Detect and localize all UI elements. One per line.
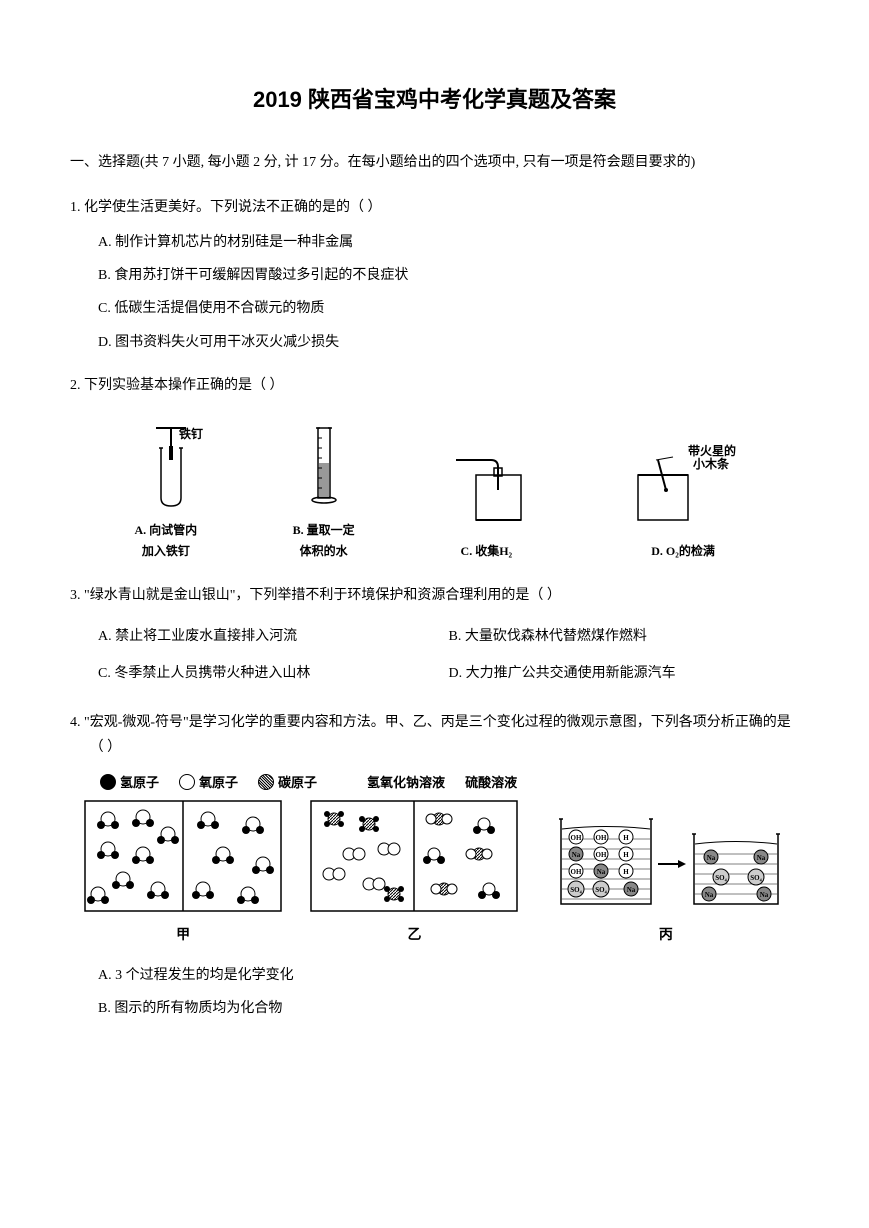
q1-option-a: A. 制作计算机芯片的材别硅是一种非金属 <box>98 230 799 255</box>
svg-text:Na: Na <box>705 891 714 899</box>
svg-text:H: H <box>623 851 629 859</box>
svg-text:OH: OH <box>570 834 581 842</box>
svg-text:Na: Na <box>757 854 766 862</box>
legend-o: 氧原子 <box>179 771 238 794</box>
question-2-stem: 下列实验基本操作正确的是（ ） <box>84 378 284 393</box>
question-3-num: 3. <box>70 588 81 603</box>
atom-c-icon <box>258 774 274 790</box>
legend-h: 氢原子 <box>100 771 159 794</box>
label-splint2: 小木条 <box>693 456 730 471</box>
page-title: 2019 陕西省宝鸡中考化学真题及答案 <box>70 80 799 120</box>
q4-diagrams: 甲 <box>70 799 799 948</box>
legend-naoh: 氢氧化钠溶液 <box>367 771 445 794</box>
question-3: 3. "绿水青山就是金山银山"，下列举措不利于环境保护和资源合理利用的是（ ） … <box>70 583 799 693</box>
q2-figure-d: 带火星的 小木条 D. O₂的检满 <box>618 440 748 563</box>
label-iron-nail: 铁钉 <box>179 426 203 441</box>
atom-h-icon <box>100 774 116 790</box>
legend-h-text: 氢原子 <box>120 771 159 794</box>
q2-figure-b: B. 量取一定 体积的水 <box>293 418 355 563</box>
svg-text:Na: Na <box>572 851 581 859</box>
svg-text:OH: OH <box>595 834 606 842</box>
question-2: 2. 下列实验基本操作正确的是（ ） 铁钉 A. 向试管内 加入铁钉 <box>70 373 799 563</box>
legend-c: 碳原子 <box>258 771 317 794</box>
q4-diagram-yi: 乙 <box>309 799 519 948</box>
q2-figures: 铁钉 A. 向试管内 加入铁钉 <box>70 418 799 563</box>
q3-option-c: C. 冬季禁止人员携带火种进入山林 <box>98 661 449 686</box>
svg-text:H: H <box>623 834 629 842</box>
q4-diagram-jia: 甲 <box>83 799 283 948</box>
question-4-text: 4. "宏观-微观-符号"是学习化学的重要内容和方法。甲、乙、丙是三个变化过程的… <box>70 710 799 760</box>
question-1-options: A. 制作计算机芯片的材别硅是一种非金属 B. 食用苏打饼干可缓解因胃酸过多引起… <box>70 230 799 355</box>
section-intro: 一、选择题(共 7 小题, 每小题 2 分, 计 17 分。在每小题给出的四个选… <box>70 150 799 175</box>
svg-text:Na: Na <box>597 868 606 876</box>
question-4: 4. "宏观-微观-符号"是学习化学的重要内容和方法。甲、乙、丙是三个变化过程的… <box>70 710 799 1021</box>
q4-legend: 氢原子 氧原子 碳原子 氢氧化钠溶液 硫酸溶液 <box>100 771 799 794</box>
q4-diagram-bing: OH OH H Na OH H OH Na H SO₄ SO₄ Na <box>546 799 786 948</box>
legend-h2so4: 硫酸溶液 <box>465 771 517 794</box>
question-1-num: 1. <box>70 200 81 215</box>
q3-option-a: A. 禁止将工业废水直接排入河流 <box>98 624 449 649</box>
q1-option-d: D. 图书资料失火可用干冰灭火减少损失 <box>98 330 799 355</box>
question-2-num: 2. <box>70 378 81 393</box>
q2-figure-a: 铁钉 A. 向试管内 加入铁钉 <box>121 418 211 563</box>
question-1: 1. 化学使生活更美好。下列说法不正确的是的（ ） A. 制作计算机芯片的材别硅… <box>70 195 799 355</box>
q2-caption-d: D. O₂的检满 <box>651 541 715 563</box>
q3-option-d: D. 大力推广公共交通使用新能源汽车 <box>449 661 800 686</box>
legend-naoh-text: 氢氧化钠溶液 <box>367 771 445 794</box>
question-3-text: 3. "绿水青山就是金山银山"，下列举措不利于环境保护和资源合理利用的是（ ） <box>70 583 799 608</box>
q2-caption-a: A. 向试管内 加入铁钉 <box>135 520 198 563</box>
question-4-stem: "宏观-微观-符号"是学习化学的重要内容和方法。甲、乙、丙是三个变化过程的微观示… <box>84 715 791 755</box>
q1-option-b: B. 食用苏打饼干可缓解因胃酸过多引起的不良症状 <box>98 263 799 288</box>
q4-label-yi: 乙 <box>407 923 421 948</box>
svg-text:H: H <box>623 868 629 876</box>
q4-label-bing: 丙 <box>659 923 673 948</box>
q4-option-a: A. 3 个过程发生的均是化学变化 <box>98 963 799 988</box>
q2-caption-b: B. 量取一定 体积的水 <box>293 520 355 563</box>
svg-text:OH: OH <box>595 851 606 859</box>
svg-text:Na: Na <box>760 891 769 899</box>
question-4-num: 4. <box>70 715 81 730</box>
q2-caption-c: C. 收集H₂ <box>461 541 513 563</box>
question-4-options: A. 3 个过程发生的均是化学变化 B. 图示的所有物质均为化合物 <box>70 963 799 1021</box>
legend-o-text: 氧原子 <box>199 771 238 794</box>
svg-text:SO₄: SO₄ <box>570 886 582 894</box>
question-1-stem: 化学使生活更美好。下列说法不正确的是的（ ） <box>84 200 382 215</box>
q4-label-jia: 甲 <box>176 923 190 948</box>
svg-text:SO₄: SO₄ <box>750 874 762 882</box>
q4-option-b: B. 图示的所有物质均为化合物 <box>98 996 799 1021</box>
svg-text:SO₄: SO₄ <box>715 874 727 882</box>
legend-h2so4-text: 硫酸溶液 <box>465 771 517 794</box>
question-1-text: 1. 化学使生活更美好。下列说法不正确的是的（ ） <box>70 195 799 220</box>
svg-text:Na: Na <box>627 886 636 894</box>
question-3-options: A. 禁止将工业废水直接排入河流 B. 大量砍伐森林代替燃煤作燃料 C. 冬季禁… <box>70 618 799 692</box>
question-2-text: 2. 下列实验基本操作正确的是（ ） <box>70 373 799 398</box>
legend-c-text: 碳原子 <box>278 771 317 794</box>
q1-option-c: C. 低碳生活提倡使用不合碳元的物质 <box>98 296 799 321</box>
label-splint: 带火星的 <box>688 443 736 458</box>
question-3-stem: "绿水青山就是金山银山"，下列举措不利于环境保护和资源合理利用的是（ ） <box>84 588 561 603</box>
q2-figure-c: C. 收集H₂ <box>436 440 536 563</box>
svg-text:OH: OH <box>570 868 581 876</box>
q3-option-b: B. 大量砍伐森林代替燃煤作燃料 <box>449 624 800 649</box>
svg-text:SO₄: SO₄ <box>595 886 607 894</box>
svg-text:Na: Na <box>707 854 716 862</box>
atom-o-icon <box>179 774 195 790</box>
